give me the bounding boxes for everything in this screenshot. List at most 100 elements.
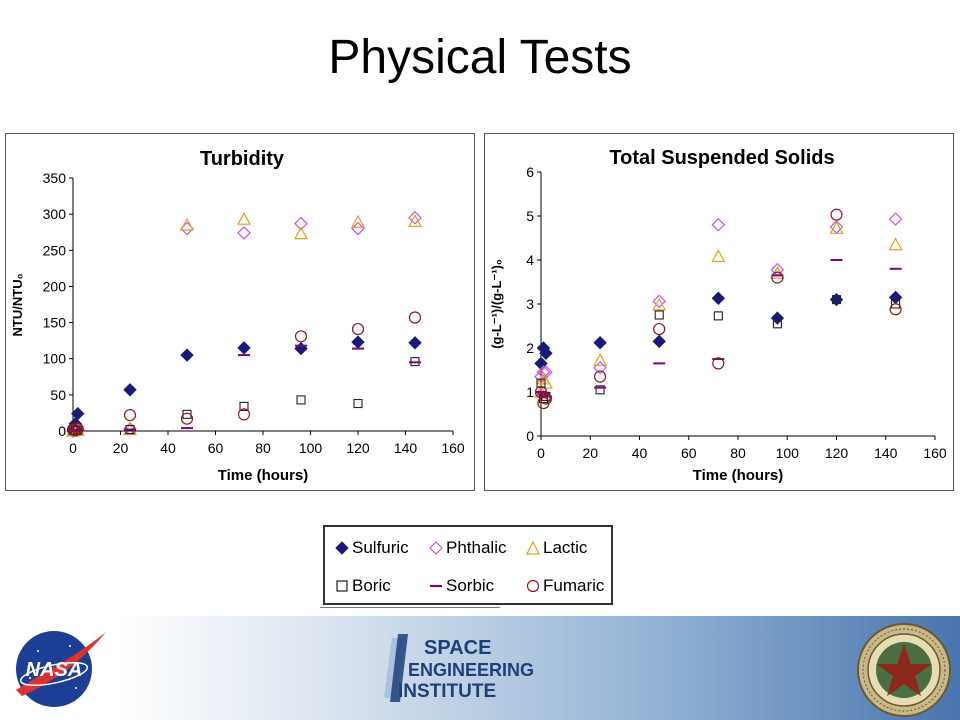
- tss-point-boric: [772, 319, 782, 329]
- tss-point-fumaric: [889, 303, 902, 316]
- tss-x-tick-label: 60: [681, 445, 697, 461]
- turbidity-point-fumaric: [69, 424, 82, 437]
- tss-point-boric: [595, 385, 605, 395]
- tss-point-fumaric: [830, 208, 843, 221]
- turbidity-chart: Turbidity 0 50 100 150 200 250 300 350 0 20 40 60 80 1…: [5, 133, 475, 491]
- turbidity-point-sulfuric: [180, 348, 194, 362]
- turbidity-y-tick-label: 150: [43, 315, 67, 331]
- turbidity-point-phthalic: [408, 210, 422, 225]
- legend-item-fumaric: Fumaric: [526, 574, 604, 598]
- tss-y-tick-label: 5: [526, 208, 534, 224]
- turbidity-series-boric: [68, 357, 420, 435]
- turbidity-point-sulfuric: [123, 383, 137, 397]
- turbidity-point-phthalic: [180, 221, 194, 236]
- tss-point-lactic: [593, 353, 608, 366]
- legend-item-phthalic: Phthalic: [429, 536, 506, 560]
- legend-label-boric: Boric: [352, 576, 391, 595]
- turbidity-y-tick-label: 50: [50, 387, 66, 403]
- turbidity-point-boric: [296, 395, 306, 405]
- legend-item-lactic: Lactic: [526, 536, 587, 560]
- turbidity-point-fumaric: [408, 311, 422, 324]
- tss-series-fumaric: [534, 208, 902, 410]
- tss-point-fumaric: [712, 357, 725, 370]
- turbidity-point-lactic: [407, 214, 423, 227]
- turbidity-x-tick-label: 160: [441, 440, 465, 456]
- texas-am-seal: [857, 623, 951, 717]
- legend-label-fumaric: Fumaric: [543, 576, 605, 595]
- turbidity-point-phthalic: [294, 216, 308, 231]
- tss-chart: Total Suspended Solids 0 1 2 3 4 5 6 0 20 40 60 80 10…: [484, 133, 954, 491]
- nasa-logo-text: NASA: [26, 659, 83, 681]
- tss-chart-title: Total Suspended Solids: [609, 147, 834, 169]
- turbidity-y-tick-label: 250: [43, 242, 67, 258]
- tss-y-tick-label: 1: [526, 384, 534, 400]
- tss-point-sulfuric: [711, 291, 726, 305]
- tss-point-lactic: [538, 375, 553, 389]
- tss-point-fumaric: [771, 271, 784, 284]
- sei-logo-line-1: SPACE: [424, 637, 491, 659]
- legend-item-boric: Boric: [335, 574, 391, 598]
- turbidity-x-tick-label: 120: [346, 440, 370, 456]
- tss-y-tick-label: 4: [526, 252, 534, 268]
- legend-label-sorbic: Sorbic: [446, 576, 495, 595]
- turbidity-series-fumaric: [66, 311, 422, 437]
- slide-title: Physical Tests: [328, 31, 632, 84]
- tss-point-lactic: [829, 221, 844, 234]
- turbidity-point-fumaric: [237, 408, 251, 421]
- sei-logo-line-3: INSTITUTE: [398, 681, 496, 702]
- turbidity-x-tick-label: 40: [160, 440, 176, 456]
- turbidity-y-tick-label: 200: [43, 278, 67, 294]
- tss-x-tick-label: 100: [776, 445, 800, 461]
- tss-x-tick-label: 80: [730, 445, 746, 461]
- turbidity-point-sulfuric: [408, 336, 422, 350]
- turbidity-point-lactic: [350, 214, 366, 228]
- legend-marker-sulfuric: [335, 541, 349, 555]
- legend-divider: [320, 607, 500, 608]
- tss-series-lactic: [533, 221, 903, 398]
- tss-point-boric: [831, 295, 842, 305]
- tss-x-tick-label: 140: [874, 445, 898, 461]
- legend-marker-sorbic: [430, 584, 442, 588]
- turbidity-x-tick-label: 80: [255, 440, 271, 456]
- tss-series-phthalic: [534, 212, 903, 384]
- legend-marker-boric: [336, 580, 348, 592]
- turbidity-chart-title: Turbidity: [200, 148, 285, 170]
- turbidity-y-tick-label: 300: [43, 206, 67, 222]
- legend-marker-fumaric: [526, 579, 540, 593]
- legend-label-lactic: Lactic: [543, 538, 588, 557]
- tss-point-sulfuric: [770, 311, 785, 325]
- tss-point-fumaric: [653, 322, 666, 336]
- tss-point-lactic: [711, 249, 726, 263]
- tss-x-axis-label: Time (hours): [693, 467, 784, 484]
- tss-point-boric: [654, 310, 664, 320]
- turbidity-point-phthalic: [237, 226, 251, 240]
- turbidity-y-tick-label: 350: [43, 170, 67, 186]
- turbidity-point-fumaric: [180, 412, 194, 425]
- turbidity-y-tick-label: 0: [58, 423, 66, 439]
- turbidity-point-fumaric: [71, 422, 84, 435]
- tss-point-boric: [536, 378, 546, 388]
- tss-y-axis-label: (g-L⁻¹)/(g-L⁻¹)₀: [489, 259, 504, 349]
- tss-point-phthalic: [652, 294, 667, 309]
- turbidity-point-sulfuric: [71, 406, 85, 421]
- sei-logo-line-2: ENGINEERING: [408, 660, 534, 680]
- tss-point-sulfuric: [593, 336, 607, 350]
- turbidity-point-fumaric: [123, 408, 137, 422]
- turbidity-x-tick-label: 20: [113, 440, 129, 456]
- tss-series-boric: [536, 295, 901, 404]
- turbidity-x-tick-label: 140: [394, 440, 418, 456]
- turbidity-series-phthalic: [66, 210, 422, 438]
- tss-point-phthalic: [536, 365, 551, 380]
- tss-point-boric: [891, 299, 901, 309]
- legend-item-sorbic: Sorbic: [429, 574, 494, 598]
- tss-point-phthalic: [711, 217, 726, 232]
- turbidity-series-sulfuric: [66, 335, 422, 438]
- turbidity-point-lactic: [179, 217, 195, 231]
- tss-point-fumaric: [539, 392, 553, 405]
- legend-item-sulfuric: Sulfuric: [335, 536, 409, 560]
- tss-y-tick-label: 0: [526, 428, 534, 444]
- turbidity-point-sulfuric: [294, 341, 308, 356]
- turbidity-point-fumaric: [294, 330, 308, 343]
- legend-label-sulfuric: Sulfuric: [352, 538, 409, 557]
